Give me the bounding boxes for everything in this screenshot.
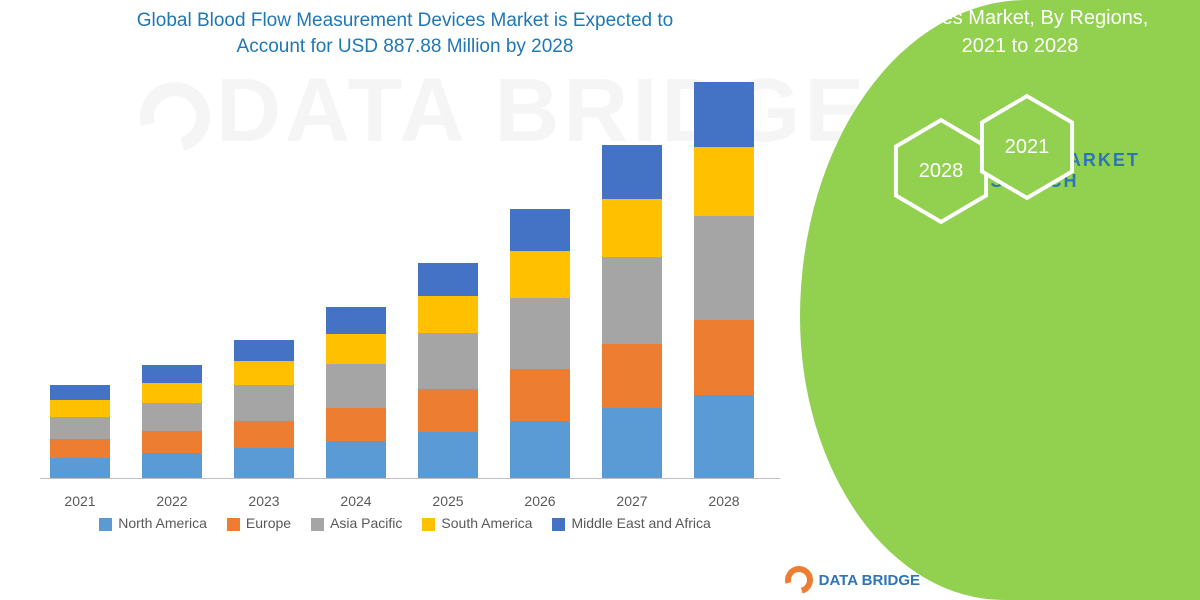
legend-swatch [99, 518, 112, 531]
bar-2025 [418, 263, 478, 479]
footer-logo-text: DATA BRIDGE [819, 573, 920, 588]
seg-2027-asia-pacific [602, 257, 662, 344]
seg-2023-europe [234, 421, 294, 448]
bar-2022 [142, 365, 202, 478]
seg-2027-north-america [602, 408, 662, 479]
seg-2028-europe [694, 320, 754, 394]
seg-2023-middle-east-and-africa [234, 340, 294, 361]
seg-2028-north-america [694, 395, 754, 479]
seg-2022-europe [142, 431, 202, 453]
title-line-1: Global Blood Flow Measurement Devices Ma… [137, 10, 673, 31]
seg-2026-middle-east-and-africa [510, 209, 570, 252]
hex-group: 2028 2021 [892, 92, 1122, 222]
seg-2022-south-america [142, 383, 202, 403]
seg-2023-south-america [234, 361, 294, 385]
seg-2023-north-america [234, 448, 294, 479]
legend-item-europe: Europe [227, 515, 291, 531]
seg-2023-asia-pacific [234, 385, 294, 420]
rp-header-line-1: Devices Market, By Regions, [892, 7, 1149, 29]
x-label-2021: 2021 [50, 493, 110, 509]
hex-2028: 2028 [892, 116, 990, 226]
seg-2025-south-america [418, 296, 478, 333]
bar-2024 [326, 307, 386, 478]
x-label-2024: 2024 [326, 493, 386, 509]
seg-2027-europe [602, 344, 662, 407]
right-panel: Devices Market, By Regions, 2021 to 2028… [800, 0, 1200, 600]
x-label-2023: 2023 [234, 493, 294, 509]
seg-2026-south-america [510, 251, 570, 298]
seg-2026-north-america [510, 421, 570, 479]
seg-2028-asia-pacific [694, 216, 754, 320]
chart-panel: Global Blood Flow Measurement Devices Ma… [0, 0, 800, 600]
legend-item-asia-pacific: Asia Pacific [311, 515, 402, 531]
legend-swatch [552, 518, 565, 531]
seg-2022-middle-east-and-africa [142, 365, 202, 383]
seg-2022-asia-pacific [142, 403, 202, 431]
seg-2024-asia-pacific [326, 364, 386, 408]
seg-2027-south-america [602, 199, 662, 257]
seg-2021-middle-east-and-africa [50, 385, 110, 400]
bar-2028 [694, 82, 754, 478]
seg-2024-south-america [326, 334, 386, 364]
right-panel-header: Devices Market, By Regions, 2021 to 2028 [800, 4, 1200, 60]
legend-item-south-america: South America [422, 515, 532, 531]
hex-2021: 2021 [978, 92, 1076, 202]
seg-2021-north-america [50, 458, 110, 478]
bar-2026 [510, 209, 570, 479]
legend: North America Europe Asia Pacific South Ame… [30, 515, 780, 531]
x-label-2028: 2028 [694, 493, 754, 509]
chart-area: 2021 2022 2023 2024 2025 2026 2027 2028 [40, 79, 780, 509]
legend-swatch [422, 518, 435, 531]
x-label-2026: 2026 [510, 493, 570, 509]
bar-2021 [50, 385, 110, 478]
legend-label: Europe [246, 515, 291, 531]
bar-2023 [234, 340, 294, 479]
hex-2021-label: 2021 [1005, 136, 1050, 159]
hex-2028-label: 2028 [919, 160, 964, 183]
seg-2027-middle-east-and-africa [602, 145, 662, 199]
title-line-2: Account for USD 887.88 Million by 2028 [237, 36, 574, 57]
seg-2028-middle-east-and-africa [694, 82, 754, 147]
legend-label: Asia Pacific [330, 515, 402, 531]
seg-2028-south-america [694, 147, 754, 216]
legend-item-north-america: North America [99, 515, 207, 531]
footer-logo: DATA BRIDGE [785, 566, 920, 594]
seg-2024-middle-east-and-africa [326, 307, 386, 334]
seg-2024-europe [326, 408, 386, 441]
x-label-2027: 2027 [602, 493, 662, 509]
legend-label: North America [118, 515, 207, 531]
seg-2025-asia-pacific [418, 333, 478, 389]
seg-2022-north-america [142, 453, 202, 478]
chart-title: Global Blood Flow Measurement Devices Ma… [68, 8, 743, 59]
x-label-2025: 2025 [418, 493, 478, 509]
seg-2026-asia-pacific [510, 298, 570, 369]
seg-2021-asia-pacific [50, 417, 110, 439]
seg-2025-north-america [418, 432, 478, 479]
seg-2024-north-america [326, 441, 386, 478]
rp-header-line-2: 2021 to 2028 [962, 35, 1079, 57]
legend-label: South America [441, 515, 532, 531]
legend-swatch [227, 518, 240, 531]
x-label-2022: 2022 [142, 493, 202, 509]
bar-2027 [602, 145, 662, 478]
seg-2026-europe [510, 369, 570, 421]
legend-label: Middle East and Africa [571, 515, 710, 531]
seg-2021-south-america [50, 400, 110, 417]
plot-region [40, 79, 780, 479]
legend-item-middle-east-and-africa: Middle East and Africa [552, 515, 710, 531]
seg-2021-europe [50, 439, 110, 458]
footer-ring-icon [779, 561, 817, 599]
seg-2025-middle-east-and-africa [418, 263, 478, 296]
seg-2025-europe [418, 389, 478, 432]
legend-swatch [311, 518, 324, 531]
